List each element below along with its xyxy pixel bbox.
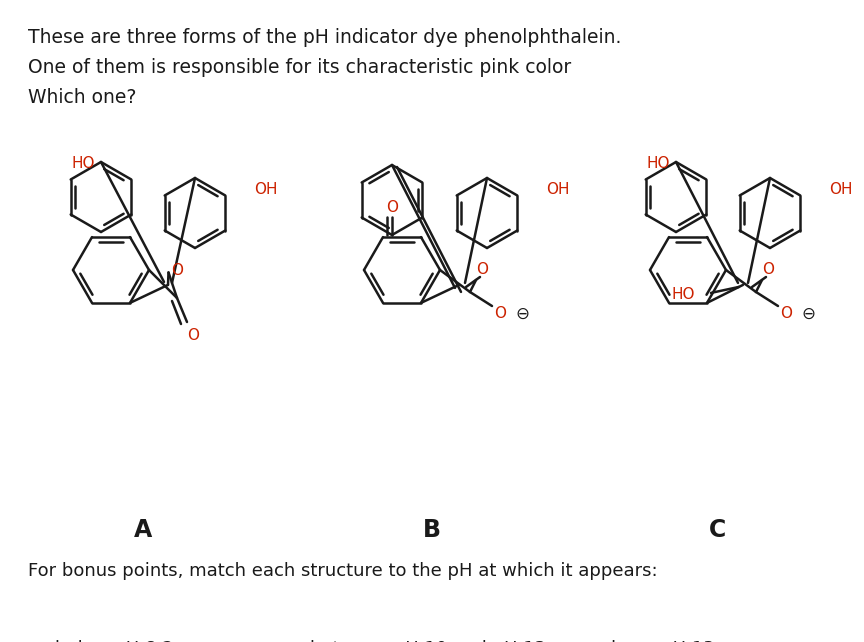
- Text: A: A: [134, 518, 152, 542]
- Text: HO: HO: [646, 155, 670, 171]
- Text: One of them is responsible for its characteristic pink color: One of them is responsible for its chara…: [28, 58, 571, 77]
- Text: O: O: [171, 263, 183, 278]
- Text: O: O: [476, 263, 488, 277]
- Text: For bonus points, match each structure to the pH at which it appears:: For bonus points, match each structure t…: [28, 562, 658, 580]
- Text: ⊖: ⊖: [801, 305, 815, 323]
- Text: ⊖: ⊖: [515, 305, 529, 323]
- Text: OH: OH: [254, 182, 277, 196]
- Text: OH: OH: [546, 182, 569, 196]
- Text: B: B: [423, 518, 441, 542]
- Text: HO: HO: [671, 288, 695, 302]
- Text: C: C: [709, 518, 727, 542]
- Text: OH: OH: [829, 182, 853, 196]
- Text: between pH 10 and pH 13: between pH 10 and pH 13: [310, 640, 546, 642]
- Text: O: O: [187, 329, 199, 343]
- Text: O: O: [780, 306, 792, 322]
- Text: O: O: [386, 200, 398, 214]
- Text: O: O: [762, 263, 774, 277]
- Text: These are three forms of the pH indicator dye phenolphthalein.: These are three forms of the pH indicato…: [28, 28, 621, 47]
- Text: above pH 13: above pH 13: [600, 640, 715, 642]
- Text: HO: HO: [72, 155, 95, 171]
- Text: O: O: [494, 306, 506, 322]
- Text: below pH 8.2: below pH 8.2: [55, 640, 174, 642]
- Text: Which one?: Which one?: [28, 88, 137, 107]
